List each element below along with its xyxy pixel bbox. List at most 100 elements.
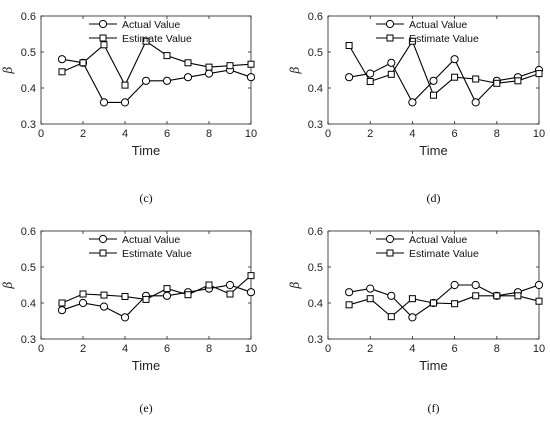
series-line-estimate — [61, 275, 252, 304]
y-tick-label: 0.5 — [21, 47, 36, 59]
y-tick-label: 0.5 — [308, 47, 323, 59]
legend-label: Estimate Value — [409, 33, 479, 45]
data-point-estimate — [226, 290, 234, 298]
x-tick-label: 4 — [409, 128, 415, 140]
data-point-estimate — [387, 70, 395, 78]
data-point-actual — [471, 98, 480, 107]
data-point-estimate — [205, 63, 213, 71]
data-point-actual — [345, 73, 354, 82]
data-point-actual — [387, 291, 396, 300]
data-point-actual — [225, 280, 235, 290]
x-axis-label: Time — [132, 143, 160, 158]
chart-panel-4: 0 2 4 6 8 10 0.3 0.4 0.5 0.6 Time β (f) Actual Value E… — [288, 226, 545, 415]
data-point-estimate — [247, 60, 255, 68]
y-tick-label: 0.5 — [21, 262, 36, 274]
series-line-estimate — [348, 295, 540, 318]
panel-caption: (d) — [427, 191, 441, 205]
legend: Actual Value Estimate Value — [376, 19, 479, 45]
y-tick-label: 0.4 — [21, 83, 36, 95]
x-axis-label: Time — [419, 358, 447, 373]
legend-marker-square — [99, 34, 107, 42]
series-line-actual — [61, 284, 252, 319]
x-tick-label: 2 — [80, 343, 86, 355]
data-point-actual — [534, 280, 544, 290]
y-tick-label: 0.6 — [21, 11, 36, 23]
data-point-actual — [183, 73, 193, 82]
x-tick-label: 10 — [533, 128, 545, 140]
x-tick-label: 4 — [122, 343, 128, 355]
x-tick-label: 4 — [409, 343, 415, 355]
data-point-estimate — [205, 281, 213, 289]
series-line-actual — [349, 284, 540, 319]
data-point-estimate — [493, 292, 501, 300]
data-point-estimate — [184, 291, 192, 299]
x-tick-label: 8 — [494, 128, 500, 140]
data-point-actual — [99, 98, 109, 107]
series-line-estimate — [348, 39, 540, 97]
y-tick-label: 0.6 — [21, 226, 36, 238]
data-point-estimate — [345, 301, 353, 309]
legend-label: Actual Value — [409, 234, 467, 246]
legend: Actual Value Estimate Value — [89, 234, 192, 260]
data-point-estimate — [408, 295, 416, 303]
data-point-estimate — [514, 77, 522, 85]
legend-marker-circle — [98, 19, 108, 29]
data-point-actual — [246, 73, 256, 82]
x-tick-label: 10 — [533, 343, 545, 355]
chart-panel-3: 0 2 4 6 8 10 0.3 0.4 0.5 0.6 Time β (e) Actual Value E… — [1, 226, 257, 415]
data-point-estimate — [79, 290, 87, 298]
legend-label: Estimate Value — [122, 33, 192, 45]
data-point-estimate — [79, 59, 87, 67]
data-point-estimate — [493, 79, 501, 87]
data-point-actual — [246, 288, 256, 297]
data-point-actual — [345, 288, 354, 297]
x-tick-label: 2 — [80, 128, 86, 140]
data-point-actual — [78, 298, 88, 308]
data-point-actual — [141, 76, 151, 85]
plot-frame — [40, 230, 252, 340]
legend-marker-square — [386, 249, 394, 257]
y-tick-label: 0.3 — [308, 119, 323, 131]
data-point-actual — [387, 58, 396, 67]
data-point-estimate — [366, 295, 374, 303]
chart-panel-1: 0 2 4 6 8 10 0.3 0.4 0.5 0.6 Time β (c) Actual Value E… — [1, 11, 257, 205]
data-point-estimate — [366, 78, 374, 86]
data-point-estimate — [451, 300, 459, 308]
y-tick-label: 0.5 — [308, 262, 323, 274]
data-point-estimate — [142, 295, 150, 303]
legend-label: Actual Value — [122, 19, 180, 31]
panel-caption: (e) — [139, 401, 152, 415]
y-axis-label: β — [1, 66, 15, 74]
data-point-estimate — [100, 291, 108, 299]
data-point-actual — [204, 69, 214, 78]
data-point-estimate — [535, 70, 543, 78]
data-point-actual — [366, 284, 375, 293]
y-tick-label: 0.3 — [21, 119, 36, 131]
x-tick-label: 6 — [452, 343, 458, 355]
data-point-actual — [120, 313, 130, 322]
chart-panel-2: 0 2 4 6 8 10 0.3 0.4 0.5 0.6 Time β (d) Actual Value E… — [288, 11, 545, 205]
x-tick-label: 0 — [38, 343, 44, 355]
x-tick-label: 6 — [164, 128, 170, 140]
x-tick-label: 2 — [367, 128, 373, 140]
y-axis-label: β — [288, 281, 302, 289]
data-point-actual — [57, 55, 67, 64]
data-point-actual — [408, 98, 417, 107]
data-point-estimate — [430, 91, 437, 99]
data-point-actual — [99, 302, 109, 311]
x-tick-label: 10 — [245, 343, 257, 355]
data-point-estimate — [472, 75, 480, 83]
series-line-actual — [61, 58, 252, 103]
x-tick-label: 0 — [325, 128, 331, 140]
x-tick-label: 10 — [245, 128, 257, 140]
data-point-estimate — [58, 68, 66, 76]
data-point-actual — [450, 55, 459, 64]
data-point-estimate — [514, 292, 522, 300]
data-point-actual — [366, 69, 375, 78]
data-point-estimate — [226, 62, 234, 70]
data-point-estimate — [535, 297, 543, 305]
legend-marker-circle — [98, 234, 108, 244]
series-line-estimate — [61, 40, 252, 87]
data-point-estimate — [142, 37, 150, 45]
